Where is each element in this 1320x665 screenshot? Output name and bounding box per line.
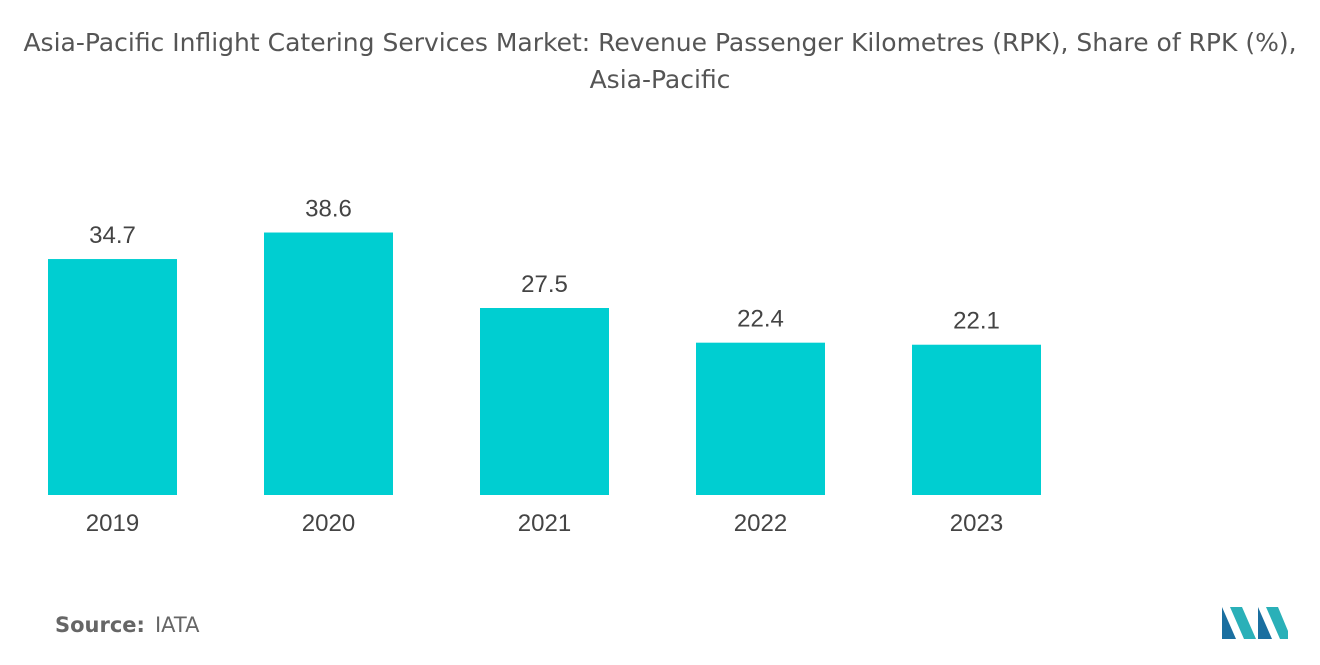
- bar: [264, 232, 393, 495]
- value-label: 22.1: [953, 308, 1000, 335]
- logo-shape: [1266, 607, 1288, 639]
- chart-title: Asia-Pacific Inflight Catering Services …: [23, 28, 1297, 94]
- bar: [480, 308, 609, 495]
- logo-shape: [1230, 607, 1256, 639]
- x-tick-label: 2021: [518, 510, 571, 537]
- x-tick-label: 2023: [950, 510, 1003, 537]
- source-text: IATA: [154, 613, 200, 637]
- x-tick-label: 2019: [86, 510, 139, 537]
- source: Source: IATA: [55, 613, 199, 637]
- bar: [48, 259, 177, 495]
- source-label: Source:: [55, 613, 145, 637]
- chart: 34.7 2019 38.6 2020 27.5 2021 22.4 2022 22.1 2023: [48, 196, 1041, 537]
- bar: [912, 344, 1041, 495]
- logo-shape: [1258, 607, 1272, 639]
- bar: [696, 342, 825, 495]
- logo: [1222, 607, 1288, 639]
- x-tick-label: 2022: [734, 510, 787, 537]
- x-tick-label: 2020: [302, 510, 355, 537]
- value-label: 22.4: [737, 306, 784, 333]
- value-label: 34.7: [89, 222, 136, 249]
- logo-shape: [1222, 607, 1236, 639]
- value-label: 27.5: [521, 271, 568, 298]
- value-label: 38.6: [305, 196, 352, 223]
